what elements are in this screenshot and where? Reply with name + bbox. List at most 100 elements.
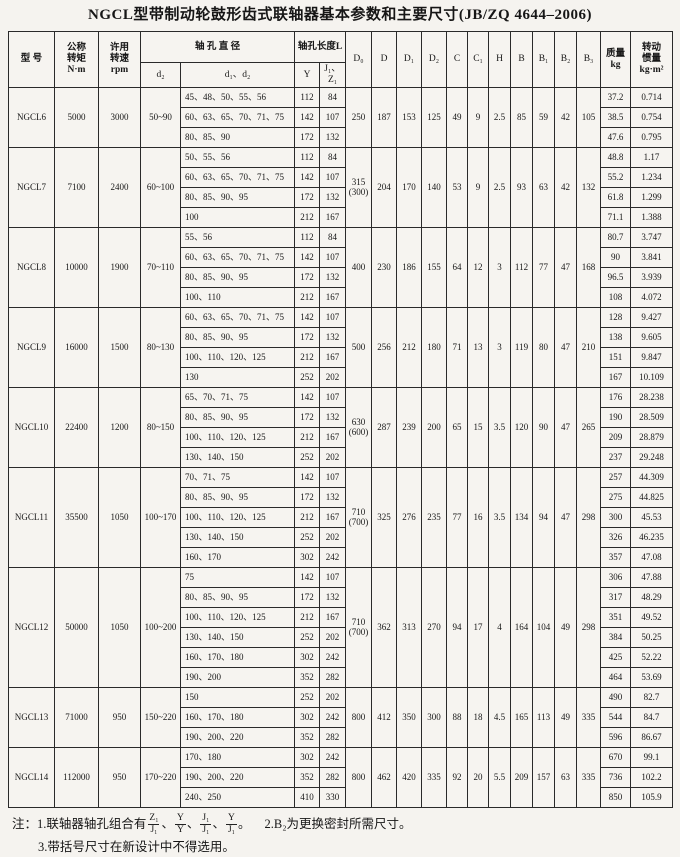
b1-cell: 90	[532, 387, 556, 468]
b3-cell: 132	[576, 147, 602, 228]
col-header-Y: Y	[294, 62, 321, 88]
d2-cell: 300	[421, 687, 448, 748]
torque-cell: 71000	[54, 687, 99, 748]
title-text: NGCL型带制动轮鼓形齿式联轴器基本参数和主要尺寸	[88, 7, 459, 23]
bores-cell: 130、140、150	[179, 447, 296, 468]
length-j1z1-cell: 107	[319, 567, 347, 588]
length-y-cell: 212	[294, 607, 321, 628]
bores-cell: 55、56	[179, 227, 296, 248]
d0-cell: 400	[345, 227, 373, 308]
col-header-H: H	[488, 31, 512, 88]
mass-cell: 257	[600, 467, 632, 488]
bore-combination-fraction: Z₁ J₁	[148, 813, 160, 835]
inertia-cell: 28.509	[630, 407, 674, 428]
length-y-cell: 212	[294, 507, 321, 528]
inertia-cell: 44.309	[630, 467, 674, 488]
mass-cell: 151	[600, 347, 632, 368]
bores-cell: 45、48、50、55、56	[179, 87, 296, 108]
length-j1z1-cell: 202	[319, 367, 347, 388]
c1-cell: 12	[467, 227, 490, 308]
bores-cell: 100、110、120、125	[179, 427, 296, 448]
bore-range-cell: 50~90	[140, 87, 181, 148]
note1-prefix: 注：1.联轴器轴孔组合有	[12, 817, 147, 832]
speed-cell: 1500	[98, 307, 141, 388]
length-y-cell: 352	[294, 727, 321, 748]
d0-cell: 250	[345, 87, 373, 148]
col-header-D1: D₁	[396, 31, 423, 88]
b3-cell: 105	[576, 87, 602, 148]
speed-cell: 950	[98, 687, 141, 748]
mass-cell: 326	[600, 527, 632, 548]
inertia-cell: 47.88	[630, 567, 674, 588]
d-cell: 256	[371, 307, 398, 388]
bores-cell: 170、180	[179, 747, 296, 768]
b1-cell: 157	[532, 747, 556, 808]
col-header-C: C	[446, 31, 469, 88]
mass-cell: 128	[600, 307, 632, 328]
inertia-cell: 50.25	[630, 627, 674, 648]
torque-cell: 22400	[54, 387, 99, 468]
length-y-cell: 252	[294, 687, 321, 708]
d0-cell: 710 (700)	[345, 567, 373, 688]
inertia-cell: 3.747	[630, 227, 674, 248]
b1-cell: 80	[532, 307, 556, 388]
inertia-cell: 47.08	[630, 547, 674, 568]
b1-cell: 113	[532, 687, 556, 748]
table-row: NGCL13 71000 950 150~220 150 252 202 800 412 350 3…	[8, 687, 674, 748]
length-y-cell: 302	[294, 747, 321, 768]
mass-cell: 464	[600, 667, 632, 688]
b2-cell: 42	[554, 87, 578, 148]
b3-cell: 210	[576, 307, 602, 388]
mass-cell: 167	[600, 367, 632, 388]
mass-cell: 37.2	[600, 87, 632, 108]
length-j1z1-cell: 282	[319, 727, 347, 748]
length-j1z1-cell: 107	[319, 307, 347, 328]
inertia-cell: 0.754	[630, 107, 674, 128]
torque-cell: 112000	[54, 747, 99, 808]
length-j1z1-cell: 107	[319, 107, 347, 128]
model-cell: NGCL13	[8, 687, 55, 748]
length-y-cell: 172	[294, 267, 321, 288]
b3-cell: 265	[576, 387, 602, 468]
col-header-B3: B₃	[576, 31, 602, 88]
bores-cell: 60、63、65、70、71、75	[179, 167, 296, 188]
d1-cell: 350	[396, 687, 423, 748]
length-j1z1-cell: 282	[319, 667, 347, 688]
length-j1z1-cell: 242	[319, 547, 347, 568]
inertia-cell: 1.234	[630, 167, 674, 188]
b3-cell: 298	[576, 567, 602, 688]
d2-cell: 200	[421, 387, 448, 468]
table-row: 100、110、120、125 212 167 351 49.52	[9, 607, 674, 628]
mass-cell: 357	[600, 547, 632, 568]
length-y-cell: 172	[294, 407, 321, 428]
bore-range-cell: 70~110	[140, 227, 181, 308]
model-cell: NGCL11	[8, 467, 55, 568]
mass-cell: 55.2	[600, 167, 632, 188]
bores-cell: 160、170、180	[179, 707, 296, 728]
bore-range-cell: 100~170	[140, 467, 181, 568]
torque-cell: 16000	[54, 307, 99, 388]
inertia-cell: 105.9	[630, 787, 674, 808]
d-cell: 325	[371, 467, 398, 568]
bore-range-cell: 60~100	[140, 147, 181, 228]
length-y-cell: 142	[294, 387, 321, 408]
length-y-cell: 112	[294, 147, 321, 168]
note1-suffix: 。	[237, 817, 251, 832]
table-body: NGCL6 5000 3000 50~90 45、48、50、55、56 112 84 250…	[8, 87, 674, 808]
h-cell: 3	[488, 227, 512, 308]
d1-cell: 153	[396, 87, 423, 148]
mass-cell: 176	[600, 387, 632, 408]
table-row: NGCL9 16000 1500 80~130 60、63、65、70、71、75 142…	[8, 307, 674, 388]
length-y-cell: 142	[294, 567, 321, 588]
table-row: 80、85、90、95 172 132 317 48.29	[9, 587, 674, 608]
b2-cell: 47	[554, 387, 578, 468]
model-cell: NGCL6	[8, 87, 55, 148]
b-cell: 120	[510, 387, 534, 468]
length-y-cell: 142	[294, 107, 321, 128]
speed-cell: 950	[98, 747, 141, 808]
b2-cell: 49	[554, 687, 578, 748]
bores-cell: 130、140、150	[179, 527, 296, 548]
length-j1z1-cell: 167	[319, 507, 347, 528]
table-row: 160、170、180 302 242 425 52.22	[9, 647, 674, 668]
